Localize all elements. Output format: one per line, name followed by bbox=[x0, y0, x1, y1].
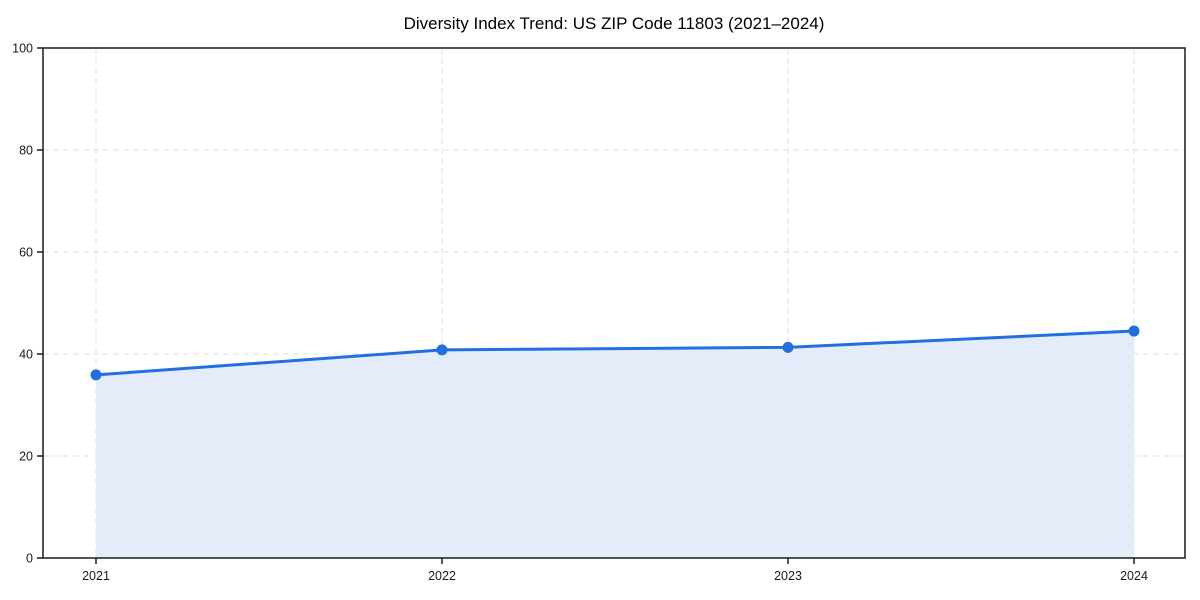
y-axis-tick-label: 20 bbox=[19, 450, 33, 464]
trend-line bbox=[94, 329, 1136, 377]
data-point bbox=[1128, 325, 1140, 337]
x-axis-tick-label: 2022 bbox=[428, 569, 456, 583]
line-layer bbox=[94, 329, 1136, 377]
chart-title: Diversity Index Trend: US ZIP Code 11803… bbox=[404, 14, 825, 33]
y-axis-tick-label: 60 bbox=[19, 246, 33, 260]
x-axis-tick-label: 2024 bbox=[1120, 569, 1148, 583]
y-axis-tick-label: 0 bbox=[26, 552, 33, 566]
tick-label-layer: 0 20 40 60 80 100 2021 2022 2023 2024 bbox=[12, 42, 1148, 584]
x-axis-tick-label: 2021 bbox=[82, 569, 110, 583]
y-axis-tick-label: 40 bbox=[19, 348, 33, 362]
data-point bbox=[90, 369, 102, 381]
y-axis-tick-label: 80 bbox=[19, 144, 33, 158]
area-fill bbox=[96, 331, 1134, 558]
data-point bbox=[436, 344, 448, 356]
marker-layer bbox=[90, 325, 1140, 381]
area-layer bbox=[96, 331, 1134, 558]
plot-border bbox=[42, 47, 1186, 559]
axes-layer bbox=[37, 47, 1186, 564]
data-point bbox=[782, 341, 794, 353]
y-axis-tick-label: 100 bbox=[12, 42, 33, 56]
x-axis-tick-label: 2023 bbox=[774, 569, 802, 583]
